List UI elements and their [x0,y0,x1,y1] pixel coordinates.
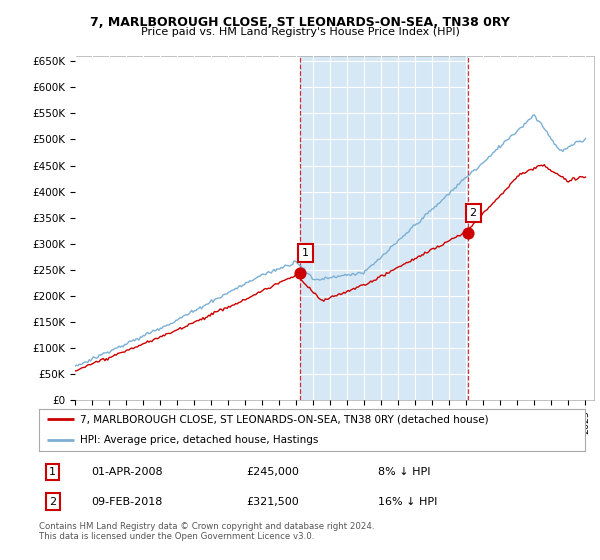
Text: 2: 2 [49,497,56,507]
Text: £321,500: £321,500 [247,497,299,507]
Text: Contains HM Land Registry data © Crown copyright and database right 2024.
This d: Contains HM Land Registry data © Crown c… [39,522,374,542]
Text: HPI: Average price, detached house, Hastings: HPI: Average price, detached house, Hast… [80,435,319,445]
Text: 09-FEB-2018: 09-FEB-2018 [91,497,162,507]
Text: £245,000: £245,000 [247,467,299,477]
Text: 2: 2 [470,208,477,218]
Text: 1: 1 [49,467,56,477]
Point [296,268,305,277]
Text: 8% ↓ HPI: 8% ↓ HPI [377,467,430,477]
Text: 7, MARLBOROUGH CLOSE, ST LEONARDS-ON-SEA, TN38 0RY (detached house): 7, MARLBOROUGH CLOSE, ST LEONARDS-ON-SEA… [80,414,488,424]
Point [463,228,473,237]
Text: 1: 1 [302,248,309,258]
Text: 01-APR-2008: 01-APR-2008 [91,467,163,477]
Bar [301,56,468,400]
Text: Price paid vs. HM Land Registry's House Price Index (HPI): Price paid vs. HM Land Registry's House … [140,27,460,37]
Text: 16% ↓ HPI: 16% ↓ HPI [377,497,437,507]
Text: 7, MARLBOROUGH CLOSE, ST LEONARDS-ON-SEA, TN38 0RY: 7, MARLBOROUGH CLOSE, ST LEONARDS-ON-SEA… [90,16,510,29]
